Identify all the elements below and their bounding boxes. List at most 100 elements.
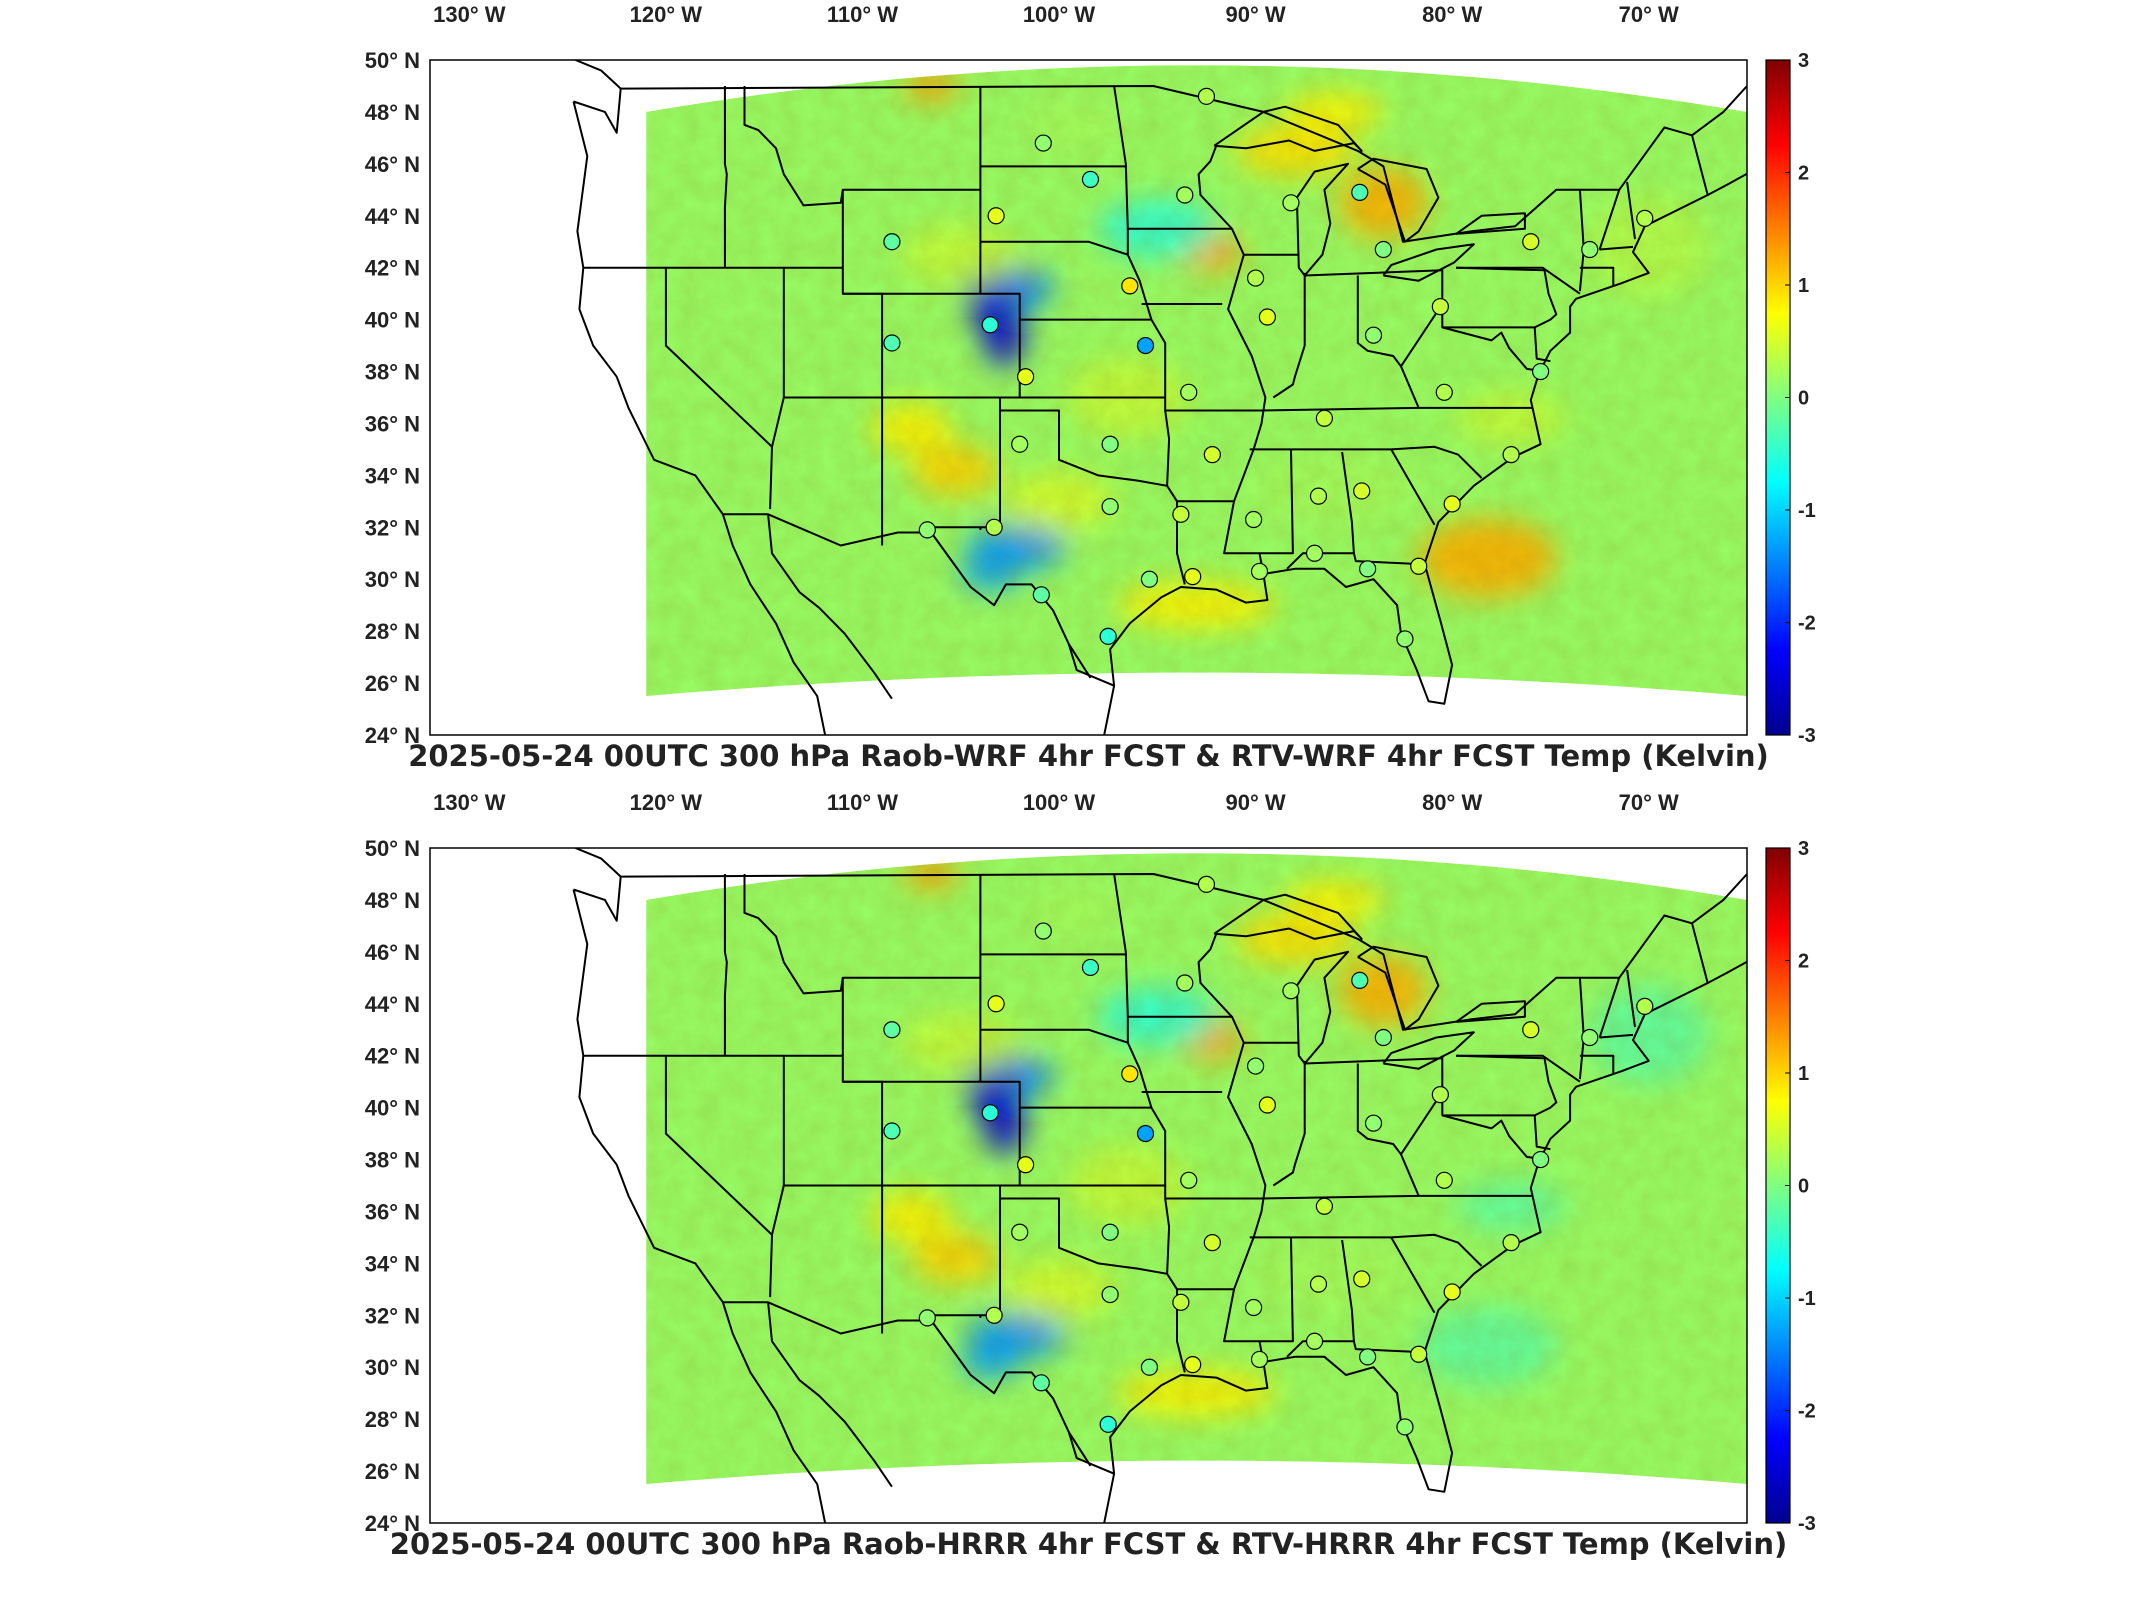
raob-station-marker[interactable] (1034, 134, 1052, 152)
raob-station-marker[interactable] (1522, 1021, 1540, 1039)
raob-station-marker[interactable] (1011, 435, 1029, 453)
raob-station-marker[interactable] (987, 995, 1005, 1013)
raob-station-marker[interactable] (1410, 1345, 1428, 1363)
raob-station-marker[interactable] (1443, 1283, 1461, 1301)
raob-station-marker[interactable] (1245, 1298, 1263, 1317)
raob-station-marker[interactable] (1532, 1150, 1550, 1169)
raob-station-marker[interactable] (1172, 505, 1190, 523)
raob-station-marker[interactable] (1359, 560, 1377, 578)
raob-station-marker[interactable] (1443, 495, 1461, 513)
raob-station-marker[interactable] (1581, 240, 1599, 259)
raob-station-marker[interactable] (1016, 368, 1035, 386)
raob-station-marker[interactable] (1353, 1270, 1371, 1288)
raob-station-marker[interactable] (1136, 1124, 1155, 1143)
raob-station-marker[interactable] (1184, 568, 1202, 586)
raob-station-marker[interactable] (883, 1021, 901, 1039)
raob-station-marker[interactable] (1245, 510, 1263, 529)
raob-station-marker[interactable] (1435, 1171, 1453, 1189)
raob-station-marker[interactable] (1636, 997, 1654, 1015)
raob-station-marker[interactable] (1197, 875, 1216, 893)
raob-station-marker[interactable] (1374, 240, 1392, 259)
raob-station-marker[interactable] (1431, 1086, 1449, 1104)
raob-station-marker[interactable] (1172, 1293, 1190, 1311)
raob-station-marker[interactable] (1176, 186, 1194, 204)
raob-station-marker[interactable] (1101, 1223, 1119, 1241)
lat-tick-label: 40° N (365, 308, 420, 333)
raob-station-marker[interactable] (1101, 497, 1119, 516)
raob-station-marker[interactable] (1315, 1197, 1333, 1215)
lat-tick-label: 34° N (365, 1251, 420, 1276)
raob-station-marker[interactable] (1140, 1358, 1159, 1376)
raob-station-marker[interactable] (1032, 1374, 1050, 1392)
raob-station-marker[interactable] (1522, 233, 1540, 251)
raob-station-marker[interactable] (1180, 383, 1198, 401)
raob-station-marker[interactable] (883, 233, 901, 251)
raob-station-marker[interactable] (1203, 1234, 1221, 1252)
raob-station-marker[interactable] (1396, 1418, 1414, 1436)
state-boundary (1400, 303, 1444, 409)
raob-station-marker[interactable] (1258, 1096, 1276, 1114)
colorbar-tick-label: -3 (1798, 725, 1816, 747)
raob-station-marker[interactable] (1353, 482, 1371, 500)
raob-station-marker[interactable] (985, 1306, 1003, 1324)
raob-station-marker[interactable] (1374, 1028, 1392, 1047)
raob-station-marker[interactable] (1359, 1348, 1377, 1366)
raob-station-marker[interactable] (1081, 170, 1100, 189)
raob-station-marker[interactable] (985, 518, 1003, 536)
raob-station-marker[interactable] (1364, 1114, 1383, 1132)
raob-station-marker[interactable] (1034, 922, 1052, 940)
raob-station-marker[interactable] (1282, 194, 1300, 212)
raob-station-marker[interactable] (1101, 435, 1119, 453)
raob-station-marker[interactable] (1636, 209, 1654, 227)
raob-station-marker[interactable] (1581, 1028, 1599, 1047)
colorbar-tick-label: 0 (1798, 388, 1809, 410)
raob-station-marker[interactable] (1140, 570, 1159, 588)
raob-station-marker[interactable] (981, 1104, 999, 1122)
raob-station-marker[interactable] (1309, 1275, 1328, 1293)
raob-station-marker[interactable] (987, 207, 1005, 225)
raob-station-marker[interactable] (1305, 1332, 1324, 1350)
raob-station-marker[interactable] (1099, 627, 1117, 645)
raob-station-marker[interactable] (1309, 487, 1328, 505)
raob-station-marker[interactable] (1502, 446, 1520, 464)
raob-station-marker[interactable] (1203, 446, 1221, 464)
raob-station-marker[interactable] (1016, 1156, 1035, 1174)
raob-station-marker[interactable] (1282, 982, 1300, 1000)
raob-station-marker[interactable] (1099, 1415, 1117, 1433)
raob-station-marker[interactable] (1315, 409, 1333, 427)
state-boundary (769, 267, 785, 510)
raob-station-marker[interactable] (1351, 183, 1369, 202)
raob-station-marker[interactable] (1176, 974, 1194, 992)
raob-station-marker[interactable] (1431, 298, 1449, 316)
raob-station-marker[interactable] (918, 521, 936, 539)
raob-station-marker[interactable] (1250, 562, 1269, 581)
raob-station-marker[interactable] (981, 316, 999, 334)
raob-station-marker[interactable] (1396, 630, 1414, 648)
raob-station-marker[interactable] (1184, 1356, 1202, 1374)
raob-station-marker[interactable] (1197, 87, 1216, 105)
raob-station-marker[interactable] (1180, 1171, 1198, 1189)
raob-station-marker[interactable] (1305, 544, 1324, 562)
raob-station-marker[interactable] (1502, 1234, 1520, 1252)
raob-station-marker[interactable] (1246, 269, 1265, 287)
raob-station-marker[interactable] (1250, 1350, 1269, 1369)
raob-station-marker[interactable] (1121, 277, 1139, 295)
raob-station-marker[interactable] (1532, 362, 1550, 381)
raob-station-marker[interactable] (1246, 1057, 1265, 1075)
state-boundary (1272, 1060, 1306, 1187)
raob-station-marker[interactable] (1101, 1285, 1119, 1304)
raob-station-marker[interactable] (1435, 383, 1453, 401)
raob-station-marker[interactable] (918, 1309, 936, 1327)
raob-station-marker[interactable] (1410, 557, 1428, 575)
raob-station-marker[interactable] (1032, 586, 1050, 604)
raob-station-marker[interactable] (1136, 336, 1155, 355)
raob-station-marker[interactable] (883, 334, 901, 352)
raob-station-marker[interactable] (1364, 326, 1383, 344)
raob-station-marker[interactable] (883, 1122, 901, 1140)
raob-station-marker[interactable] (1258, 308, 1276, 326)
raob-station-marker[interactable] (1011, 1223, 1029, 1241)
raob-station-marker[interactable] (1351, 971, 1369, 990)
lat-tick-label: 24° N (365, 723, 420, 748)
raob-station-marker[interactable] (1121, 1065, 1139, 1083)
raob-station-marker[interactable] (1081, 958, 1100, 977)
